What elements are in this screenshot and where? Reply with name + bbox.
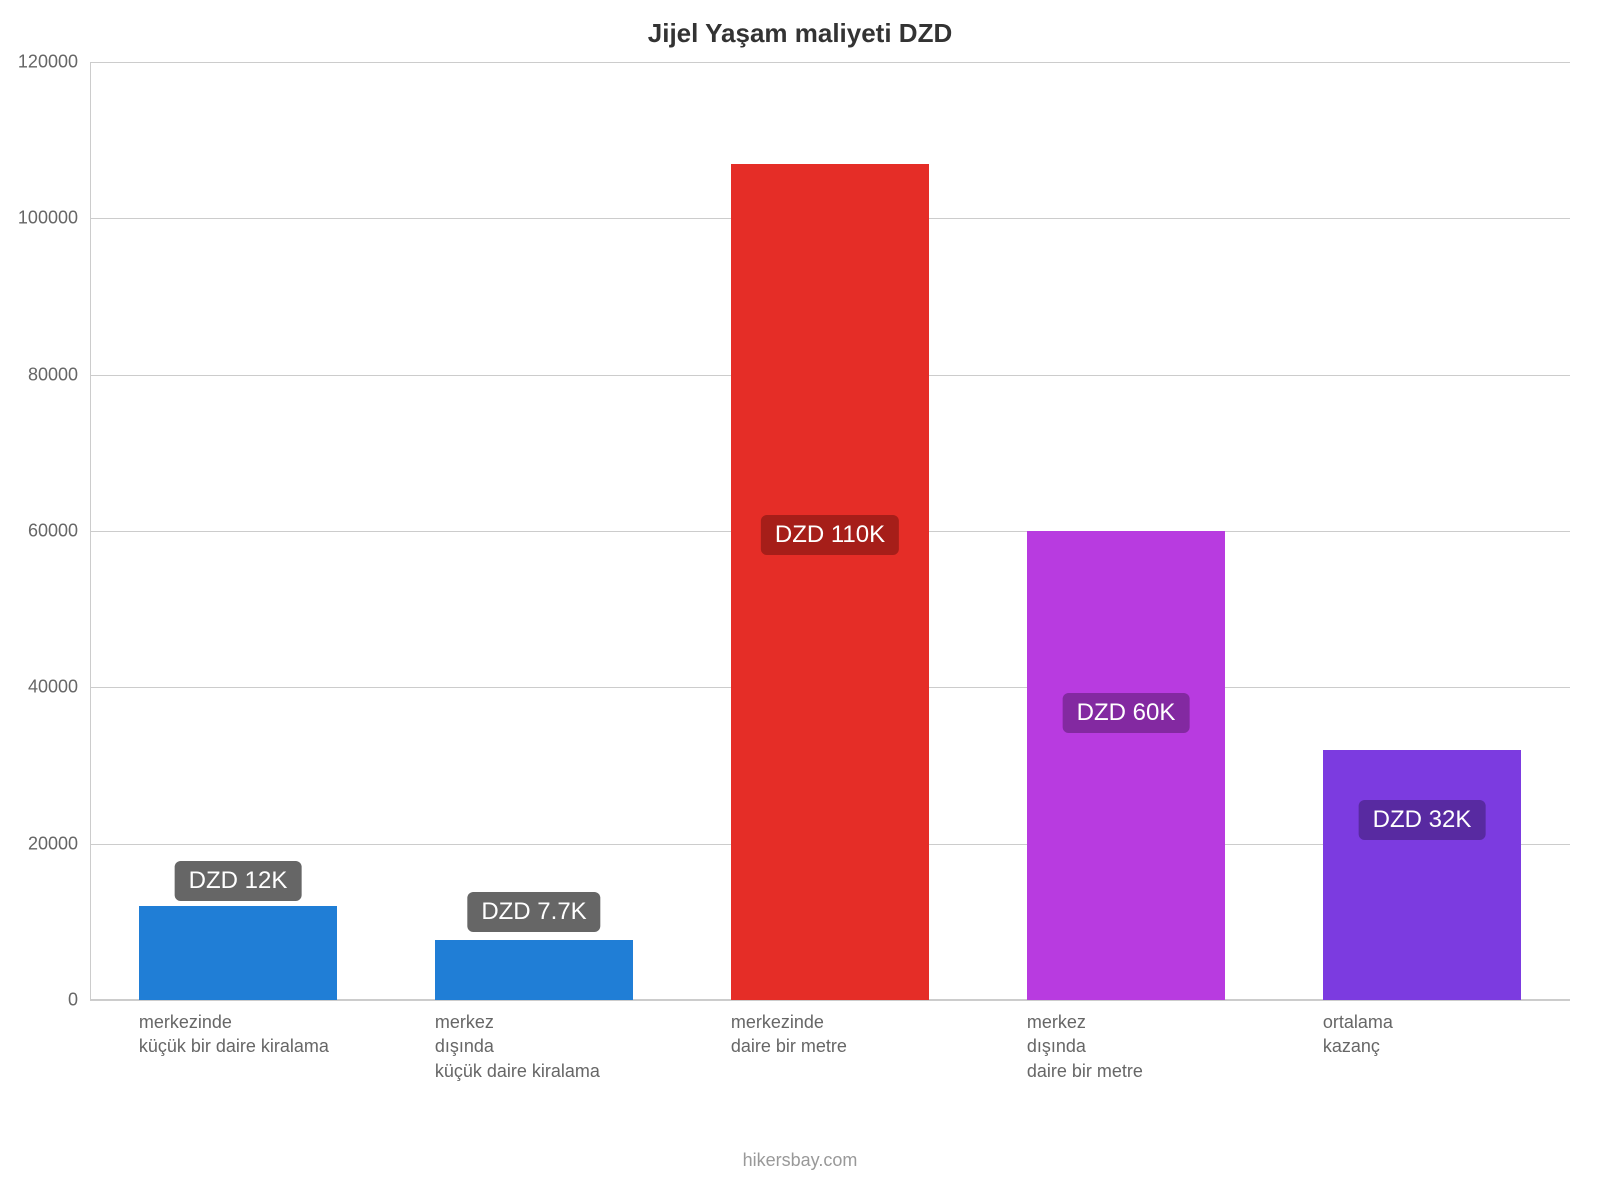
- y-tick-label: 120000: [18, 52, 90, 73]
- y-axis-line: [90, 62, 91, 1000]
- plot-area: 020000400006000080000100000120000merkezi…: [90, 62, 1570, 1000]
- x-tick-label: merkezinde daire bir metre: [731, 1000, 989, 1059]
- bar: [139, 906, 337, 1000]
- y-tick-label: 40000: [28, 677, 90, 698]
- bar: [731, 164, 929, 1000]
- y-tick-label: 100000: [18, 208, 90, 229]
- bar: [1323, 750, 1521, 1000]
- gridline: [90, 62, 1570, 63]
- bar: [1027, 531, 1225, 1000]
- value-badge: DZD 60K: [1063, 693, 1190, 733]
- cost-of-living-chart: Jijel Yaşam maliyeti DZD 020000400006000…: [0, 0, 1600, 1200]
- value-badge: DZD 12K: [175, 861, 302, 901]
- value-badge: DZD 7.7K: [467, 892, 600, 932]
- attribution-footer: hikersbay.com: [0, 1150, 1600, 1171]
- y-tick-label: 0: [68, 990, 90, 1011]
- y-tick-label: 60000: [28, 521, 90, 542]
- y-tick-label: 80000: [28, 364, 90, 385]
- bar: [435, 940, 633, 1000]
- x-tick-label: merkez dışında daire bir metre: [1027, 1000, 1285, 1083]
- value-badge: DZD 110K: [761, 515, 899, 555]
- x-tick-label: merkez dışında küçük daire kiralama: [435, 1000, 693, 1083]
- y-tick-label: 20000: [28, 833, 90, 854]
- x-tick-label: merkezinde küçük bir daire kiralama: [139, 1000, 397, 1059]
- value-badge: DZD 32K: [1359, 800, 1486, 840]
- chart-title: Jijel Yaşam maliyeti DZD: [0, 18, 1600, 49]
- x-tick-label: ortalama kazanç: [1323, 1000, 1581, 1059]
